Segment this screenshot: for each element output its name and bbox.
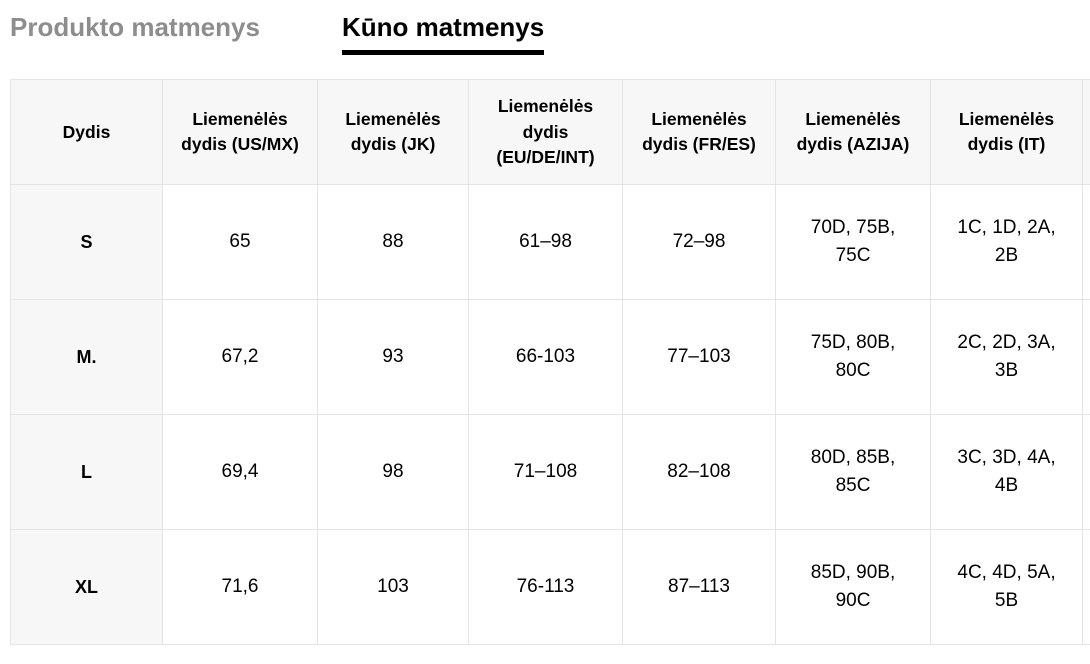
- column-header: Liemenėlės dydis (AZIJA): [775, 79, 931, 186]
- value-cell: 71–108: [468, 414, 623, 531]
- value-cell: 87–113: [622, 529, 776, 646]
- table-row: S 65 88 61–98 72–98 70D, 75B, 75C 1C, 1D, 2A, …: [10, 184, 1090, 301]
- value-cell-clipped: [1082, 299, 1090, 416]
- value-cell: 4C, 4D, 5A, 5B: [930, 529, 1083, 646]
- value-cell: 93: [317, 299, 469, 416]
- size-table-container: Dydis Liemenėlės dydis (US/MX) Liemenėlės…: [10, 79, 1090, 646]
- value-cell: 71,6: [162, 529, 318, 646]
- value-cell: 82–108: [622, 414, 776, 531]
- column-header: Liemenėlės dydis (EU/DE/INT): [468, 79, 623, 186]
- size-table: Dydis Liemenėlės dydis (US/MX) Liemenėlės…: [10, 79, 1090, 646]
- value-cell: 76-113: [468, 529, 623, 646]
- value-cell: 66-103: [468, 299, 623, 416]
- column-header: Liemenėlės dydis (JK): [317, 79, 469, 186]
- size-cell: S: [10, 184, 163, 301]
- value-cell: 65: [162, 184, 318, 301]
- value-cell: 61–98: [468, 184, 623, 301]
- value-cell: 1C, 1D, 2A, 2B: [930, 184, 1083, 301]
- value-cell: 69,4: [162, 414, 318, 531]
- table-row: L 69,4 98 71–108 82–108 80D, 85B, 85C 3C, 3D, …: [10, 414, 1090, 531]
- value-cell: 77–103: [622, 299, 776, 416]
- value-cell: 72–98: [622, 184, 776, 301]
- value-cell: 80D, 85B, 85C: [775, 414, 931, 531]
- table-body: S 65 88 61–98 72–98 70D, 75B, 75C 1C, 1D, 2A, …: [10, 184, 1090, 646]
- value-cell: 70D, 75B, 75C: [775, 184, 931, 301]
- value-cell: 3C, 3D, 4A, 4B: [930, 414, 1083, 531]
- column-header-clipped: [1082, 79, 1090, 186]
- value-cell: 85D, 90B, 90C: [775, 529, 931, 646]
- table-header-row: Dydis Liemenėlės dydis (US/MX) Liemenėlės…: [10, 79, 1090, 186]
- value-cell-clipped: [1082, 414, 1090, 531]
- value-cell-clipped: [1082, 184, 1090, 301]
- size-cell: L: [10, 414, 163, 531]
- value-cell: 103: [317, 529, 469, 646]
- value-cell: 67,2: [162, 299, 318, 416]
- table-row: M. 67,2 93 66-103 77–103 75D, 80B, 80C 2C, 2D,…: [10, 299, 1090, 416]
- column-header: Liemenėlės dydis (FR/ES): [622, 79, 776, 186]
- value-cell: 2C, 2D, 3A, 3B: [930, 299, 1083, 416]
- tab-product-dimensions[interactable]: Produkto matmenys: [10, 12, 260, 42]
- column-header-size: Dydis: [10, 79, 163, 186]
- tab-body-dimensions[interactable]: Kūno matmenys: [341, 12, 545, 56]
- table-row: XL 71,6 103 76-113 87–113 85D, 90B, 90C 4C, 4D…: [10, 529, 1090, 646]
- value-cell: 75D, 80B, 80C: [775, 299, 931, 416]
- value-cell: 98: [317, 414, 469, 531]
- value-cell: 88: [317, 184, 469, 301]
- value-cell-clipped: [1082, 529, 1090, 646]
- column-header: Liemenėlės dydis (US/MX): [162, 79, 318, 186]
- size-cell: XL: [10, 529, 163, 646]
- size-cell: M.: [10, 299, 163, 416]
- size-chart-tabs: Produkto matmenys Kūno matmenys: [0, 0, 1090, 56]
- column-header: Liemenėlės dydis (IT): [930, 79, 1083, 186]
